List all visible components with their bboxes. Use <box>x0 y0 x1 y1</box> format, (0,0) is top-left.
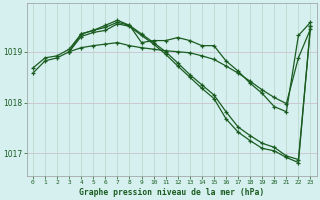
X-axis label: Graphe pression niveau de la mer (hPa): Graphe pression niveau de la mer (hPa) <box>79 188 264 197</box>
